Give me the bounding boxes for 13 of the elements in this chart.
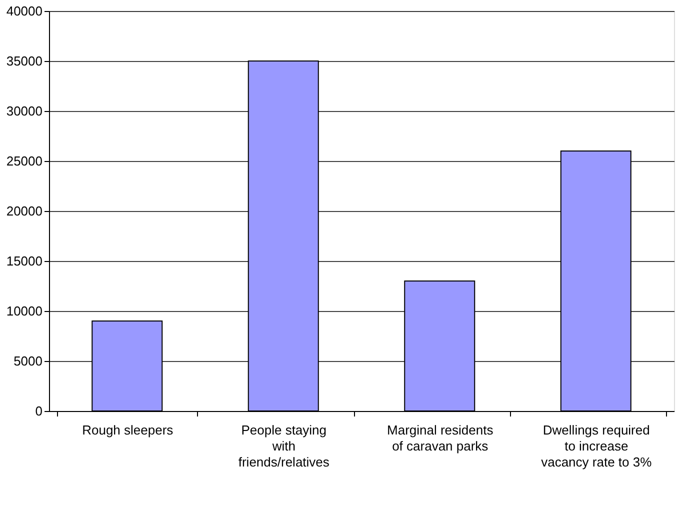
y-tick-label: 20000 xyxy=(6,204,42,218)
y-tick-label: 0 xyxy=(35,404,42,418)
y-tick-label: 35000 xyxy=(6,54,42,68)
y-tick-label: 10000 xyxy=(6,304,42,318)
x-tick-label: Rough sleepers xyxy=(82,422,174,438)
y-tick-label: 40000 xyxy=(6,4,42,18)
x-tick-label: Marginal residents of caravan parks xyxy=(387,422,494,454)
y-tick-label: 5000 xyxy=(14,354,42,368)
x-tick-label: People staying with friends/relatives xyxy=(238,422,330,470)
y-tick-label: 25000 xyxy=(6,154,42,168)
x-tick-label: Dwellings required to increase vacancy rate to 3% xyxy=(541,422,652,470)
y-tick-label: 15000 xyxy=(6,254,42,268)
y-tick-label: 30000 xyxy=(6,104,42,118)
